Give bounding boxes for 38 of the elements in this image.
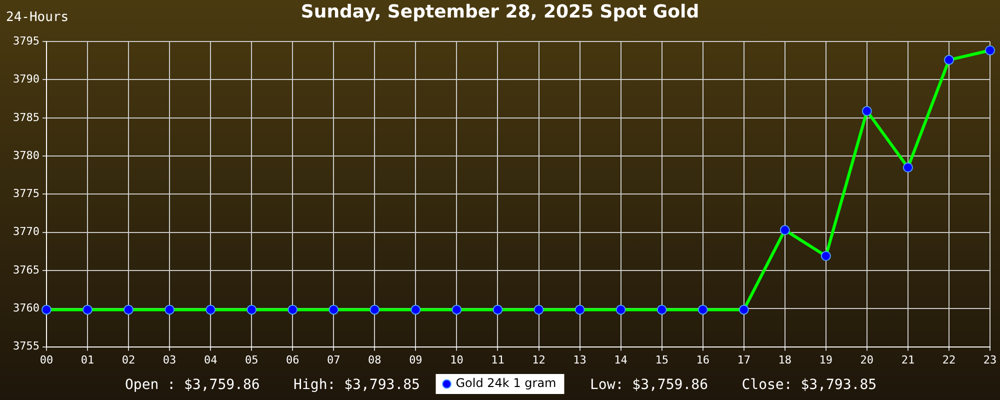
x-tick-label: 08 — [368, 353, 382, 366]
y-tick-label: 3790 — [12, 72, 40, 86]
x-tick-label: 01 — [80, 353, 94, 366]
y-tick-label: 3755 — [12, 340, 40, 353]
x-tick-label: 12 — [532, 353, 546, 366]
y-tick-label: 3760 — [12, 302, 40, 315]
y-tick-label: 3765 — [12, 263, 40, 276]
x-tick-label: 02 — [122, 353, 136, 366]
x-tick-label: 03 — [162, 353, 176, 366]
y-tick-label: 3785 — [12, 110, 40, 124]
x-tick-label: 15 — [655, 353, 668, 366]
x-tick-label: 22 — [942, 353, 956, 366]
x-tick-label: 10 — [450, 353, 464, 366]
y-tick-label: 3780 — [12, 148, 40, 162]
x-tick-label: 04 — [204, 353, 218, 366]
x-tick-label: 11 — [491, 353, 504, 366]
text: Open : $3,759.86 High: $3,793.85 — [124, 377, 420, 393]
text: Low: $3,759.86 Close: $3,793.85 — [590, 377, 877, 393]
y-tick-label: 3795 — [12, 34, 40, 48]
x-tick-label: 07 — [327, 353, 340, 366]
x-tick-label: 05 — [244, 353, 258, 366]
x-tick-label: 21 — [901, 353, 915, 366]
x-tick-label: 18 — [778, 353, 792, 366]
x-tick-label: 00 — [40, 353, 54, 366]
x-tick-label: 19 — [819, 353, 833, 366]
x-tick-label: 17 — [737, 353, 750, 366]
legend-label: Gold 24k 1 gram — [456, 376, 556, 390]
x-tick-label: 23 — [983, 353, 997, 366]
text: 24-Hours — [6, 10, 69, 25]
x-tick-label: 06 — [286, 353, 300, 366]
x-tick-label: 20 — [860, 353, 874, 366]
x-tick-label: 14 — [614, 353, 628, 366]
chart-title: Sunday, September 28, 2025 Spot Gold — [300, 1, 700, 22]
x-tick-label: 09 — [409, 353, 422, 366]
x-tick-label: 16 — [696, 353, 710, 366]
y-tick-label: 3775 — [12, 187, 40, 200]
y-tick-label: 3770 — [12, 225, 40, 238]
x-tick-label: 13 — [573, 353, 586, 366]
